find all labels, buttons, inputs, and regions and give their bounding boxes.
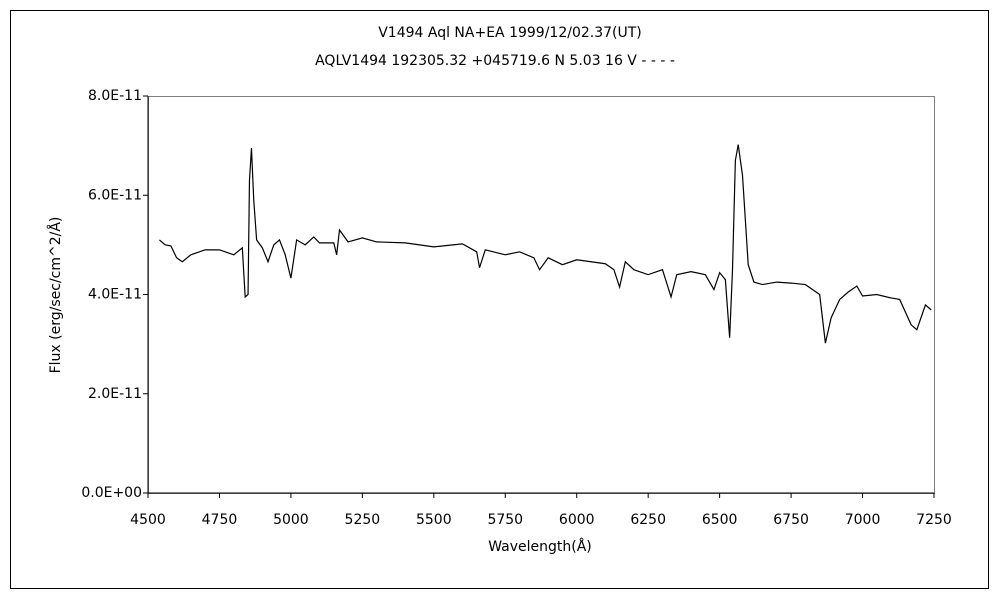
- y-tick-label: 2.0E-11: [88, 386, 142, 402]
- y-axis-label: Flux (erg/sec/cm^2/Å): [47, 217, 64, 374]
- x-tick-label: 4500: [130, 512, 166, 528]
- x-tick-label: 6750: [773, 512, 809, 528]
- x-tick-label: 5000: [273, 512, 309, 528]
- x-tick-label: 5500: [416, 512, 452, 528]
- y-tick-label: 8.0E-11: [88, 88, 142, 104]
- x-tick-label: 6250: [630, 512, 666, 528]
- x-tick-label: 7000: [845, 512, 881, 528]
- plot-area: [148, 96, 935, 494]
- spectrum-line: [159, 144, 932, 344]
- x-tick-label: 4750: [202, 512, 238, 528]
- x-tick-label: 7250: [916, 512, 952, 528]
- y-tick-label: 6.0E-11: [88, 187, 142, 203]
- x-tick-label: 6500: [702, 512, 738, 528]
- y-tick-label: 0.0E+00: [81, 485, 142, 501]
- x-tick-label: 5750: [487, 512, 523, 528]
- chart-subtitle: AQLV1494 192305.32 +045719.6 N 5.03 16 V…: [315, 53, 675, 69]
- chart-frame: [10, 10, 989, 589]
- chart-title: V1494 Aql NA+EA 1999/12/02.37(UT): [378, 25, 642, 41]
- y-tick-label: 4.0E-11: [88, 287, 142, 303]
- x-tick-label: 6000: [559, 512, 595, 528]
- x-tick-label: 5250: [345, 512, 381, 528]
- x-axis-label: Wavelength(Å): [488, 538, 592, 555]
